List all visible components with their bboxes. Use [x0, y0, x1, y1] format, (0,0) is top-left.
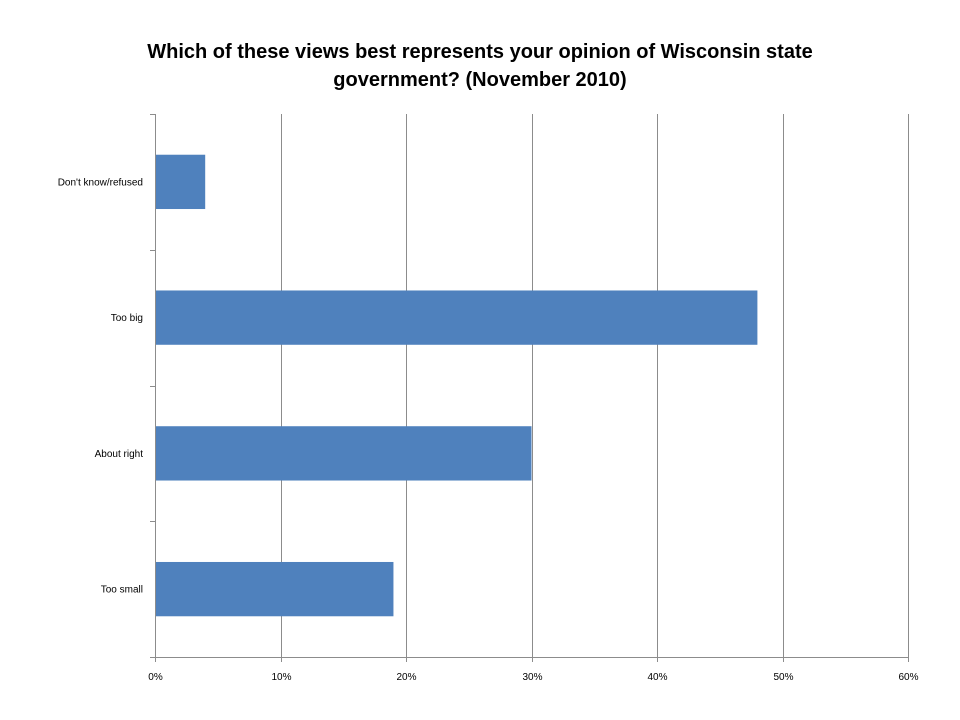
x-tick-label: 40% [647, 672, 667, 683]
bar-about-right [156, 426, 532, 481]
category-label: Too big [111, 313, 143, 324]
x-tick-label: 0% [148, 672, 163, 683]
bar-too-small [156, 561, 394, 617]
chart-title-line-2: government? (November 2010) [333, 69, 627, 91]
x-tick-label: 10% [271, 672, 291, 683]
bar-too-big [156, 290, 758, 345]
x-tick-label: 30% [522, 672, 542, 683]
bars [156, 154, 758, 617]
category-label: About right [95, 449, 144, 460]
category-label: Too small [101, 585, 143, 596]
chart-title-line-1: Which of these views best represents you… [147, 41, 813, 63]
y-tick-labels: Don't know/refused Too big About right Too … [58, 177, 144, 595]
x-tick-label: 50% [773, 672, 793, 683]
x-tick-label: 60% [898, 672, 918, 683]
x-tick-label: 20% [396, 672, 416, 683]
category-label: Don't know/refused [58, 177, 143, 188]
axes [150, 114, 909, 662]
bar-don-t-know-refused [156, 154, 206, 210]
x-tick-labels: 0% 10% 20% 30% 40% 50% 60% [148, 672, 918, 683]
chart-title: Which of these views best represents you… [80, 38, 880, 94]
